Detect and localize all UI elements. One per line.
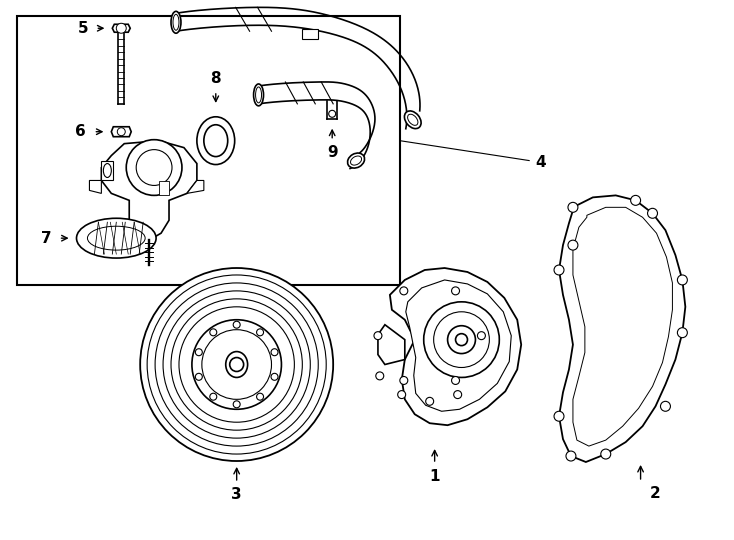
Circle shape: [257, 329, 264, 336]
Ellipse shape: [351, 156, 362, 165]
Circle shape: [257, 393, 264, 400]
Ellipse shape: [173, 15, 179, 30]
Polygon shape: [406, 280, 512, 411]
Polygon shape: [378, 325, 405, 364]
Ellipse shape: [253, 84, 264, 106]
Circle shape: [448, 326, 476, 354]
Polygon shape: [390, 268, 521, 425]
Circle shape: [554, 265, 564, 275]
Circle shape: [424, 302, 499, 377]
Circle shape: [568, 202, 578, 212]
Circle shape: [454, 390, 462, 399]
Bar: [302, 29, 319, 39]
Ellipse shape: [404, 111, 421, 129]
Polygon shape: [90, 180, 101, 193]
Circle shape: [677, 275, 687, 285]
Circle shape: [195, 373, 203, 380]
Circle shape: [271, 373, 278, 380]
Ellipse shape: [255, 87, 261, 103]
Text: 3: 3: [231, 487, 242, 502]
Circle shape: [329, 110, 335, 117]
Circle shape: [140, 268, 333, 461]
Circle shape: [147, 275, 326, 454]
Circle shape: [163, 291, 310, 438]
Text: 8: 8: [211, 71, 221, 86]
Circle shape: [155, 283, 319, 446]
Text: 5: 5: [78, 21, 89, 36]
Bar: [101, 160, 113, 180]
Ellipse shape: [348, 153, 365, 168]
Polygon shape: [112, 127, 131, 137]
Circle shape: [116, 23, 126, 33]
Ellipse shape: [204, 125, 228, 157]
Polygon shape: [187, 180, 204, 193]
Circle shape: [233, 321, 240, 328]
Circle shape: [677, 328, 687, 338]
Ellipse shape: [87, 226, 145, 250]
Circle shape: [202, 330, 272, 400]
Circle shape: [271, 349, 278, 356]
Circle shape: [661, 401, 670, 411]
Circle shape: [376, 372, 384, 380]
Circle shape: [647, 208, 658, 218]
Polygon shape: [101, 140, 197, 240]
Circle shape: [230, 357, 244, 372]
Circle shape: [179, 307, 294, 422]
Ellipse shape: [76, 218, 156, 258]
Ellipse shape: [103, 164, 112, 178]
Circle shape: [195, 349, 203, 356]
Ellipse shape: [407, 114, 418, 125]
Ellipse shape: [171, 11, 181, 33]
Circle shape: [456, 334, 468, 346]
Circle shape: [568, 240, 578, 250]
Circle shape: [601, 449, 611, 459]
Text: 4: 4: [536, 155, 546, 170]
Circle shape: [451, 376, 459, 384]
Circle shape: [398, 390, 406, 399]
Circle shape: [137, 150, 172, 185]
Circle shape: [451, 287, 459, 295]
Circle shape: [631, 195, 641, 205]
Circle shape: [426, 397, 434, 406]
Polygon shape: [559, 195, 686, 462]
Circle shape: [233, 401, 240, 408]
Circle shape: [192, 320, 281, 409]
Bar: [17, 16, 400, 285]
Text: 1: 1: [429, 469, 440, 484]
Circle shape: [400, 376, 408, 384]
Circle shape: [171, 299, 302, 430]
Ellipse shape: [226, 352, 247, 377]
Text: 7: 7: [41, 231, 52, 246]
Polygon shape: [112, 24, 130, 32]
Circle shape: [400, 287, 408, 295]
Circle shape: [117, 128, 126, 136]
Circle shape: [374, 332, 382, 340]
Circle shape: [566, 451, 576, 461]
Circle shape: [554, 411, 564, 421]
Circle shape: [210, 329, 217, 336]
Polygon shape: [573, 207, 672, 446]
Text: 9: 9: [327, 145, 338, 160]
Text: 2: 2: [650, 487, 661, 501]
Circle shape: [477, 332, 485, 340]
Circle shape: [126, 140, 182, 195]
Circle shape: [434, 312, 490, 368]
Ellipse shape: [197, 117, 235, 165]
Circle shape: [210, 393, 217, 400]
Text: 6: 6: [75, 124, 86, 139]
Bar: [159, 181, 169, 195]
